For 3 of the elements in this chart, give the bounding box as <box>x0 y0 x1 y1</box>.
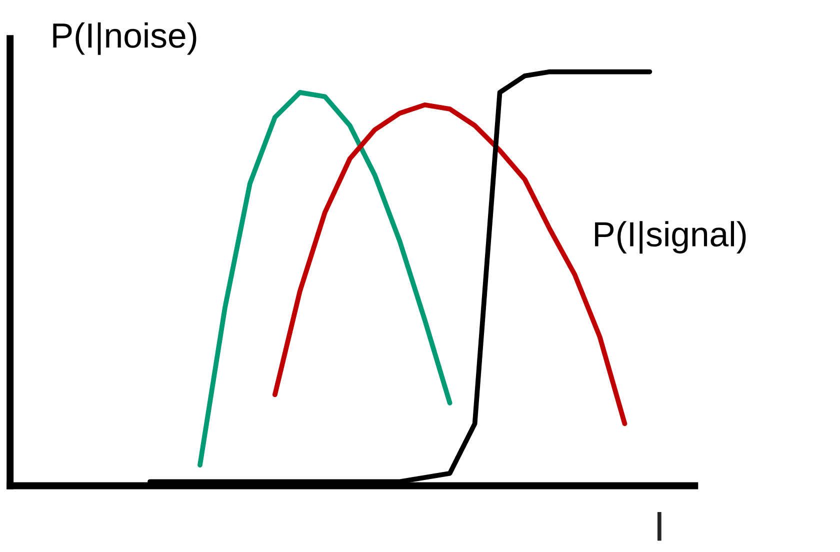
text: P(I|noise) <box>53 22 196 55</box>
series-label: P(I|signal) <box>595 221 746 254</box>
x-axis-title: I <box>657 512 662 541</box>
